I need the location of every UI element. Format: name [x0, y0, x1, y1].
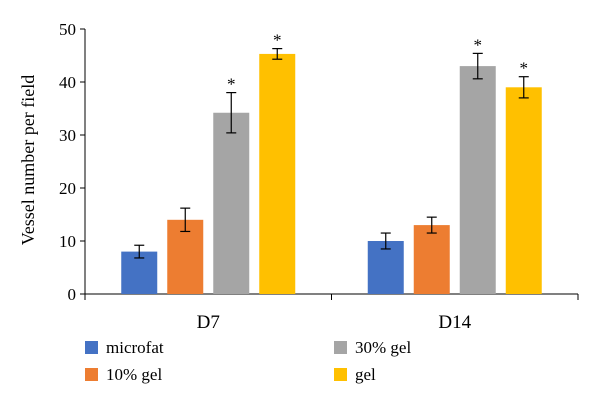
legend-swatch: [334, 368, 347, 381]
legend-label: 30% gel: [355, 338, 411, 357]
significance-marker: *: [520, 59, 529, 78]
bar-gel-d7: [259, 53, 296, 294]
legend: microfat 30% gel 10% gel gel: [85, 338, 411, 384]
y-axis-label: Vessel number per field: [18, 75, 38, 245]
significance-marker: *: [273, 31, 282, 50]
y-tick-label: 40: [59, 73, 76, 92]
bar-microfat-d14: [367, 241, 404, 294]
bar-10-gel-d7: [167, 219, 204, 294]
bar-10-gel-d14: [413, 225, 450, 294]
y-tick-label: 10: [59, 232, 76, 251]
significance-marker: *: [474, 35, 483, 54]
legend-swatch: [334, 341, 347, 354]
x-category-label: D14: [438, 312, 471, 333]
bar-gel-d14: [505, 87, 542, 294]
x-category-label: D7: [197, 312, 220, 333]
plot-area: 0 10 20 30 40 50 * * D7 * * D14: [59, 20, 579, 333]
y-tick-label: 0: [68, 285, 77, 304]
legend-swatch: [85, 341, 98, 354]
legend-label: microfat: [106, 338, 164, 357]
significance-marker: *: [227, 75, 236, 94]
bar-microfat-d7: [121, 251, 158, 294]
y-tick-label: 30: [59, 126, 76, 145]
y-tick-label: 50: [59, 20, 76, 39]
bar-30-gel-d14: [459, 66, 496, 294]
legend-label: gel: [355, 365, 376, 384]
y-tick-label: 20: [59, 179, 76, 198]
bar-30-gel-d7: [213, 112, 250, 295]
legend-label: 10% gel: [106, 365, 162, 384]
legend-swatch: [85, 368, 98, 381]
